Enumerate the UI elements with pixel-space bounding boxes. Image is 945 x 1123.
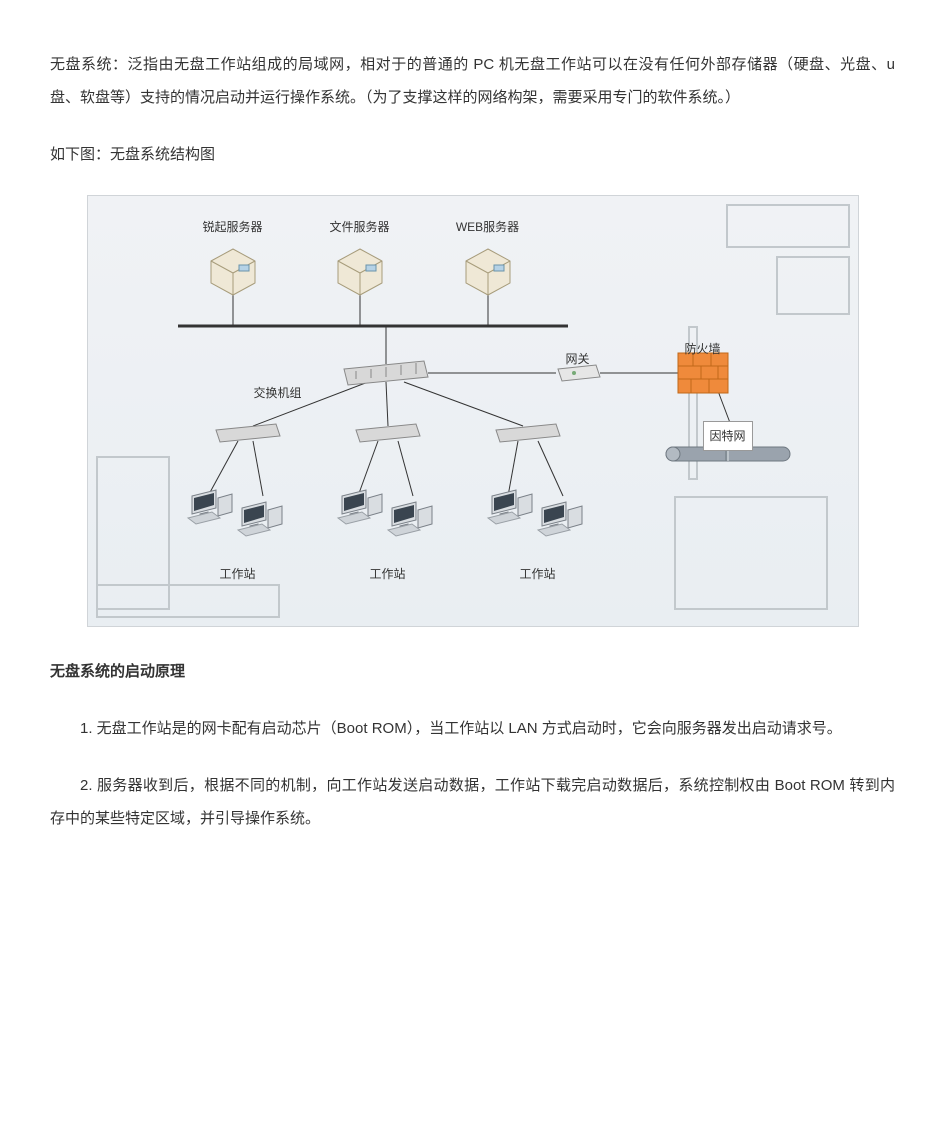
label-ws2: 工作站 xyxy=(369,561,405,587)
label-gateway: 网关 xyxy=(565,346,589,372)
label-ws1: 工作站 xyxy=(219,561,255,587)
label-server3: WEB服务器 xyxy=(456,214,519,240)
label-internet: 因特网 xyxy=(702,421,752,451)
diagram-caption: 如下图：无盘系统结构图 xyxy=(50,138,895,171)
label-ws3: 工作站 xyxy=(519,561,555,587)
step-1: 1. 无盘工作站是的网卡配有启动芯片（Boot ROM），当工作站以 LAN 方… xyxy=(50,712,895,745)
label-server1: 锐起服务器 xyxy=(202,214,262,240)
section-title: 无盘系统的启动原理 xyxy=(50,655,895,688)
step-2: 2. 服务器收到后，根据不同的机制，向工作站发送启动数据，工作站下载完启动数据后… xyxy=(50,769,895,835)
label-firewall: 防火墙 xyxy=(684,336,720,362)
label-switchgroup: 交换机组 xyxy=(253,380,301,406)
label-server2: 文件服务器 xyxy=(329,214,389,240)
intro-paragraph: 无盘系统：泛指由无盘工作站组成的局域网，相对于的普通的 PC 机无盘工作站可以在… xyxy=(50,48,895,114)
network-diagram: 锐起服务器 文件服务器 WEB服务器 交换机组 网关 防火墙 因特网 工作站 工… xyxy=(87,195,859,627)
